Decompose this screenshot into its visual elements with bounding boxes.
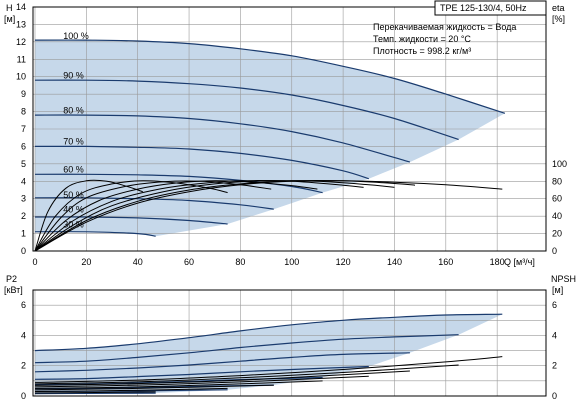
- head-tick-label: 10: [16, 72, 26, 82]
- qh-curve: [34, 173, 323, 194]
- head-tick-label: 12: [16, 37, 26, 47]
- speed-label: 60 %: [63, 165, 84, 175]
- head-tick-label: 14: [16, 2, 26, 12]
- temperature-info: Темп. жидкости = 20 °C: [373, 34, 471, 44]
- qh-curve: [34, 231, 156, 237]
- flow-tick-label: 160: [438, 257, 453, 267]
- head-tick-label: 13: [16, 19, 26, 29]
- p2-curve: [34, 365, 369, 380]
- head-tick-label: 3: [21, 194, 26, 204]
- npsh-curve: [34, 356, 503, 383]
- npsh-curve: [34, 387, 228, 392]
- speed-label: 40 %: [63, 205, 84, 215]
- eta-tick-label: 20: [552, 229, 562, 239]
- power-axis-unit: [кВт]: [4, 285, 23, 295]
- npsh-curve: [34, 375, 369, 388]
- power-tick-label: 2: [21, 361, 26, 371]
- head-tick-label: 1: [21, 229, 26, 239]
- eta-tick-label: 0: [552, 246, 557, 256]
- eta-curve: [34, 180, 503, 252]
- pump-title: TPE 125-130/4, 50Hz: [440, 3, 527, 13]
- p2-curve: [34, 334, 459, 364]
- eta-tick-label: 40: [552, 211, 562, 221]
- power-tick-label: 0: [21, 391, 26, 401]
- flow-axis-label: Q [м³/ч]: [504, 257, 535, 267]
- flow-tick-label: 140: [387, 257, 402, 267]
- power-tick-label: 4: [21, 330, 26, 340]
- head-tick-label: 4: [21, 176, 26, 186]
- head-area-polygon: [35, 40, 505, 237]
- density-info: Плотность = 998.2 кг/м³: [373, 46, 471, 56]
- npsh-curve: [34, 370, 410, 386]
- flow-tick-label: 180: [490, 257, 505, 267]
- power-plot-frame: [32, 289, 547, 397]
- npsh-curve: [34, 364, 459, 385]
- head-tick-label: 7: [21, 124, 26, 134]
- head-tick-label: 6: [21, 141, 26, 151]
- flow-tick-label: 0: [32, 257, 37, 267]
- eta-tick-label: 100: [552, 159, 567, 169]
- head-plot-frame: [32, 6, 547, 252]
- npsh-tick-label: 4: [552, 330, 557, 340]
- power-operating-area: [35, 314, 503, 394]
- eta-axis-unit: [%]: [552, 14, 565, 24]
- p2-curve: [34, 392, 156, 395]
- flow-tick-label: 80: [235, 257, 245, 267]
- eta-curve: [34, 180, 272, 252]
- flow-tick-label: 100: [284, 257, 299, 267]
- head-tick-label: 0: [21, 246, 26, 256]
- speed-label: 90 %: [63, 70, 84, 80]
- flow-tick-label: 40: [133, 257, 143, 267]
- head-tick-label: 11: [17, 54, 26, 64]
- tick-labels: 0 20 40 60 80 100 120 140 160 1800123456789101112…: [16, 2, 567, 401]
- p2-curve: [34, 352, 410, 373]
- eta-curve: [34, 179, 416, 252]
- npsh-curve: [34, 391, 156, 394]
- head-axis-label: H: [6, 3, 13, 13]
- head-tick-label: 9: [21, 89, 26, 99]
- curve-series: [34, 39, 506, 395]
- qh-curve: [34, 114, 411, 163]
- head-tick-label: 8: [21, 107, 26, 117]
- speed-label: 80 %: [63, 105, 84, 115]
- qh-curve: [34, 145, 369, 180]
- npsh-tick-label: 6: [552, 300, 557, 310]
- eta-curve: [34, 179, 143, 252]
- head-tick-label: 5: [21, 159, 26, 169]
- qh-curve: [34, 79, 459, 141]
- speed-label: 50 %: [63, 190, 84, 200]
- qh-curve: [34, 39, 506, 114]
- eta-curve: [34, 180, 228, 252]
- fluid-info: Перекачиваемая жидкость = Вода: [373, 22, 516, 32]
- npsh-tick-label: 0: [552, 391, 557, 401]
- eta-axis-label: eta: [552, 3, 565, 13]
- flow-tick-label: 120: [336, 257, 351, 267]
- power-tick-label: 6: [21, 300, 26, 310]
- speed-label: 70 %: [63, 137, 84, 147]
- pump-title-box: [434, 0, 547, 16]
- npsh-curve: [34, 380, 323, 389]
- power-area-polygon: [35, 314, 503, 394]
- speed-label: 100 %: [63, 31, 89, 41]
- speed-label: 30 %: [63, 219, 84, 229]
- flow-tick-label: 60: [184, 257, 194, 267]
- eta-curve: [34, 180, 395, 252]
- head-tick-label: 2: [21, 211, 26, 221]
- qh-curve: [34, 197, 274, 210]
- npsh-curve: [34, 384, 274, 391]
- head-operating-area: [35, 40, 505, 237]
- flow-tick-label: 20: [81, 257, 91, 267]
- head-axis-unit: [м]: [4, 14, 15, 24]
- speed-labels: 100 % 90 % 80 % 70 % 60 % 50 % 40 % 30 %: [63, 31, 89, 229]
- p2-curve: [34, 313, 503, 352]
- npsh-axis-unit: [м]: [552, 285, 563, 295]
- npsh-axis-label: NPSH: [551, 274, 576, 284]
- power-axis-label: P2: [6, 274, 17, 284]
- eta-tick-label: 60: [552, 194, 562, 204]
- npsh-tick-label: 2: [552, 361, 557, 371]
- eta-tick-label: 80: [552, 176, 562, 186]
